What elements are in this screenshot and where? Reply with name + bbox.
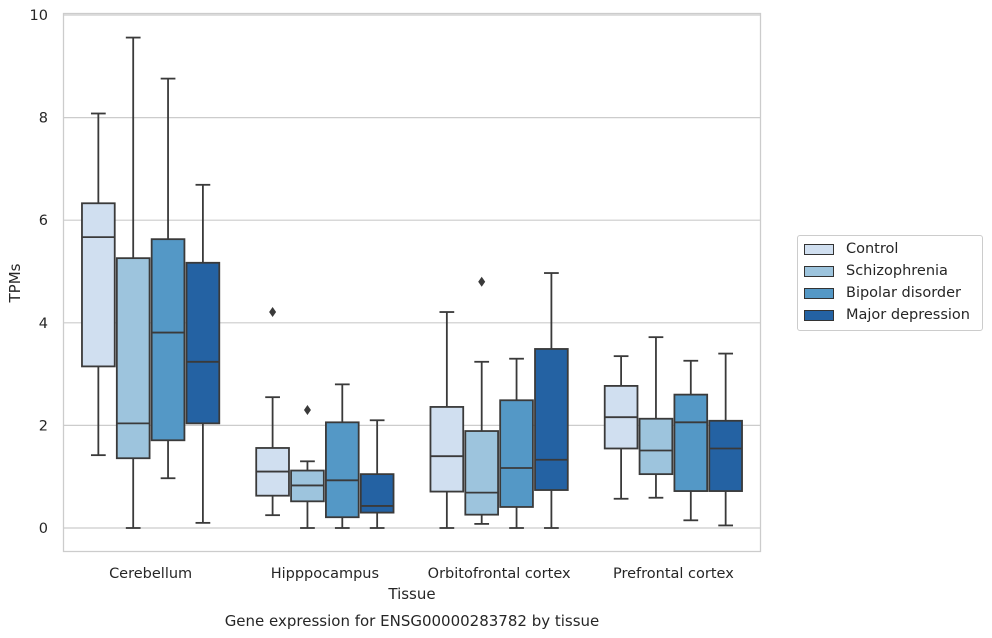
legend-item-control: Control [804,239,898,259]
iqr-box [464,430,499,516]
iqr-box [185,261,221,425]
iqr-box [673,393,709,492]
box-schizophrenia-hipppocampus [290,405,325,529]
box-schizophrenia-orbitofrontal-cortex [464,276,499,525]
iqr-box [708,419,743,492]
box-major-depression-cerebellum [185,183,221,524]
box-schizophrenia-prefrontal-cortex [638,336,674,499]
y-axis-label: TPMs [6,263,24,303]
box-bipolar-disorder-cerebellum [150,77,186,480]
legend-item-major-depression: Major depression [804,305,970,325]
iqr-box [325,421,360,519]
legend-item-bipolar-disorder: Bipolar disorder [804,283,961,303]
x-tick-label-prefrontal-cortex: Prefrontal cortex [613,566,734,582]
x-tick-label-cerebellum: Cerebellum [109,566,192,582]
box-series [81,36,743,529]
box-control-orbitofrontal-cortex [429,311,465,529]
iqr-box [150,238,186,442]
axis-ticks: 0 2 4 6 8 10 Cerebellum Hipppocampus Orbitofront… [30,8,735,582]
box-bipolar-disorder-prefrontal-cortex [673,359,709,522]
legend-swatch-bipolar-disorder [804,287,834,299]
box-major-depression-hipppocampus [359,419,395,529]
y-tick-label-2: 2 [39,418,48,434]
box-bipolar-disorder-orbitofrontal-cortex [499,357,534,529]
iqr-box [638,417,674,476]
legend-label-control: Control [846,241,899,257]
box-schizophrenia-cerebellum [115,36,151,529]
box-control-cerebellum [81,112,116,457]
iqr-box [115,257,151,460]
y-tick-label-0: 0 [39,521,48,537]
box-major-depression-orbitofrontal-cortex [534,272,569,529]
plot-frame [62,12,762,553]
iqr-box [429,406,465,493]
y-tick-label-4: 4 [39,316,48,332]
outlier-point [269,307,277,318]
y-tick-label-10: 10 [30,8,48,24]
legend-label-schizophrenia: Schizophrenia [846,263,948,279]
box-control-prefrontal-cortex [603,355,639,500]
legend-swatch-control [804,243,834,255]
box-control-hipppocampus [255,307,290,517]
x-axis-label: Tissue [387,585,435,603]
iqr-box [534,348,569,491]
iqr-box [499,399,534,508]
legend: Control Schizophrenia Bipolar disorder M… [797,235,983,331]
legend-swatch-schizophrenia [804,265,834,277]
y-tick-label-8: 8 [39,111,48,127]
box-bipolar-disorder-hipppocampus [325,383,360,529]
legend-swatch-major-depression [804,309,834,321]
x-tick-label-orbitofrontal-cortex: Orbitofrontal cortex [428,566,571,582]
iqr-box [81,202,116,368]
y-tick-label-6: 6 [39,213,48,229]
outlier-point [478,276,486,287]
x-tick-label-hipppocampus: Hipppocampus [271,566,379,582]
legend-label-bipolar-disorder: Bipolar disorder [846,285,961,301]
chart-title: Gene expression for ENSG00000283782 by t… [225,612,600,630]
legend-item-schizophrenia: Schizophrenia [804,261,948,281]
outlier-point [303,405,311,416]
box-major-depression-prefrontal-cortex [708,352,743,527]
legend-label-major-depression: Major depression [846,307,970,323]
